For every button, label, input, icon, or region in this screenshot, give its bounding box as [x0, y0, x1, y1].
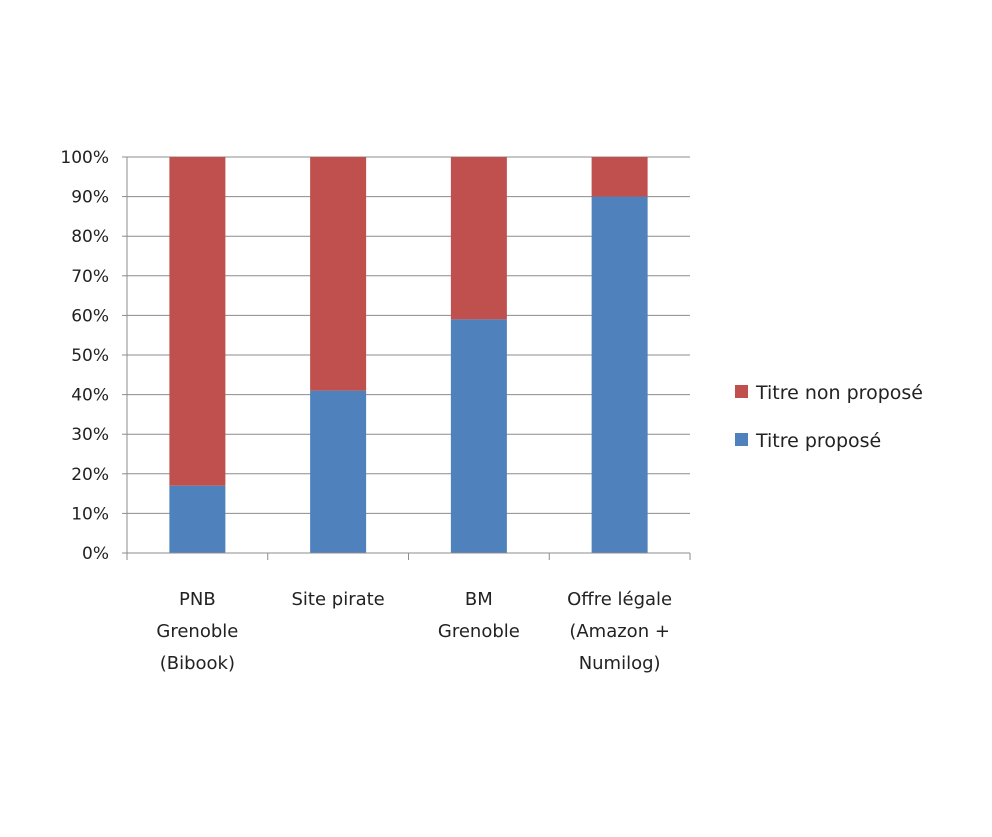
- bar-segment: [310, 390, 367, 553]
- legend-swatch: [735, 385, 748, 398]
- category-label: Site pirate: [291, 589, 384, 610]
- bar-segment: [169, 157, 226, 486]
- category-label: PNB: [179, 589, 216, 610]
- y-tick-label: 30%: [71, 425, 109, 445]
- legend: Titre non proposé Titre proposé: [735, 382, 923, 452]
- category-label: (Bibook): [160, 653, 235, 674]
- bar-segment: [450, 319, 507, 553]
- y-tick-label: 70%: [71, 267, 109, 287]
- y-tick-label: 80%: [71, 227, 109, 247]
- bar-segment: [169, 485, 226, 553]
- bar-segment: [591, 196, 648, 553]
- y-tick-label: 20%: [71, 465, 109, 485]
- axes: [122, 156, 691, 560]
- y-tick-label: 40%: [71, 386, 109, 406]
- y-tick-label: 0%: [82, 544, 109, 564]
- y-tick-label: 10%: [71, 504, 109, 524]
- y-tick-label: 60%: [71, 306, 109, 326]
- y-tick-labels: 0% 10% 20% 30% 40% 50% 60% 70% 80% 90% 100%: [60, 148, 109, 564]
- bar-segment: [450, 157, 507, 320]
- category-label: Grenoble: [156, 621, 238, 642]
- category-label: BM: [465, 589, 493, 610]
- category-label: Offre légale: [567, 589, 672, 610]
- category-labels: PNB Grenoble (Bibook) Site pirate BM Grenoble…: [156, 589, 672, 674]
- category-label: Numilog): [579, 653, 661, 674]
- y-tick-label: 50%: [71, 346, 109, 366]
- legend-swatch: [735, 433, 748, 446]
- legend-label: Titre non proposé: [755, 382, 923, 404]
- y-tick-label: 100%: [60, 148, 109, 168]
- bar-segment: [591, 157, 648, 197]
- bars: [169, 157, 648, 553]
- category-label: Grenoble: [438, 621, 520, 642]
- bar-segment: [310, 157, 367, 391]
- legend-label: Titre proposé: [755, 430, 881, 452]
- category-label: (Amazon +: [569, 621, 670, 642]
- y-tick-label: 90%: [71, 188, 109, 208]
